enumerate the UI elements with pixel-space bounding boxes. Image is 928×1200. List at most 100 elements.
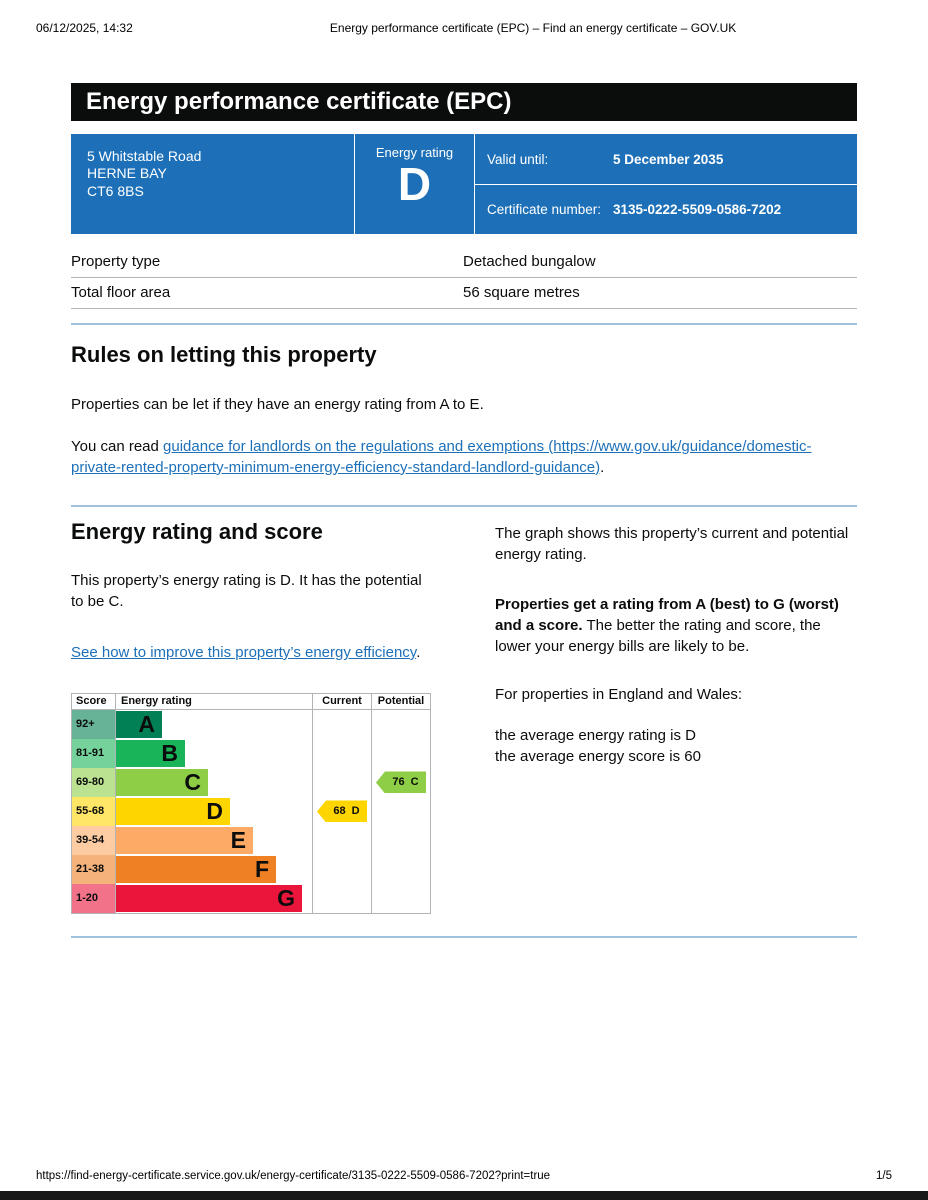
band-score-range: 55-68 bbox=[72, 796, 116, 826]
band-bar-area: G bbox=[116, 884, 312, 913]
current-column-cell bbox=[312, 767, 371, 797]
potential-column-cell bbox=[371, 883, 430, 913]
band-score-range: 81-91 bbox=[72, 738, 116, 768]
rating-band-row-b: 81-91 B bbox=[72, 738, 430, 768]
band-bar: C bbox=[116, 768, 208, 796]
band-letter: B bbox=[161, 739, 178, 766]
potential-column-cell bbox=[371, 825, 430, 855]
energy-rating-box: Energy rating D bbox=[355, 134, 475, 235]
band-letter: C bbox=[184, 768, 201, 795]
address-line-3: CT6 8BS bbox=[87, 182, 144, 199]
band-score-range: 92+ bbox=[72, 709, 116, 739]
rating-band-row-e: 39-54 E bbox=[72, 825, 430, 855]
epc-rating-chart: Score Energy rating Current Potential 92… bbox=[71, 692, 431, 914]
property-details-table: Property type Detached bungalow Total fl… bbox=[71, 247, 857, 310]
average-rating-line: the average energy rating is D bbox=[495, 726, 696, 744]
floor-area-value: 56 square metres bbox=[463, 284, 580, 302]
property-type-value: Detached bungalow bbox=[463, 253, 596, 271]
window-chrome-bottom bbox=[0, 1191, 928, 1200]
section-divider bbox=[71, 504, 857, 507]
band-bar: G bbox=[116, 884, 302, 912]
band-bar-area: A bbox=[116, 710, 312, 739]
rating-band-row-f: 21-38 F bbox=[72, 854, 430, 884]
current-column-cell bbox=[312, 854, 371, 884]
valid-until-row: Valid until: 5 December 2035 bbox=[475, 134, 857, 184]
certificate-number-label: Certificate number: bbox=[487, 202, 602, 218]
section-divider bbox=[71, 323, 857, 326]
landlord-guidance-link[interactable]: guidance for landlords on the regulation… bbox=[71, 437, 812, 476]
current-column-cell bbox=[312, 709, 371, 739]
potential-column-cell bbox=[371, 796, 430, 826]
current-column-cell bbox=[312, 738, 371, 768]
band-bar: D bbox=[116, 797, 230, 825]
certificate-content: Energy performance certificate (EPC) 5 W… bbox=[71, 83, 857, 938]
band-letter: A bbox=[138, 710, 155, 737]
rating-band-row-a: 92+ A bbox=[72, 709, 430, 739]
average-score-line: the average energy score is 60 bbox=[495, 747, 701, 765]
chart-header-potential: Potential bbox=[371, 693, 430, 709]
current-column-cell bbox=[312, 825, 371, 855]
improve-suffix: . bbox=[416, 643, 421, 661]
region-paragraph: For properties in England and Wales: bbox=[495, 685, 743, 703]
potential-score: 76 bbox=[392, 776, 405, 789]
print-header: 06/12/2025, 14:32 Energy performance cer… bbox=[36, 21, 892, 37]
chart-header-score: Score bbox=[72, 693, 116, 709]
band-letter: D bbox=[206, 797, 223, 824]
certificate-number-row: Certificate number: 3135-0222-5509-0586-… bbox=[475, 183, 857, 235]
band-bar-area: D bbox=[116, 797, 312, 826]
letting-guidance-paragraph: You can read guidance for landlords on t… bbox=[71, 436, 857, 478]
rating-intro-paragraph: This property’s energy rating is D. It h… bbox=[71, 571, 422, 610]
improve-paragraph: See how to improve this property’s energ… bbox=[71, 642, 431, 663]
band-bar: E bbox=[116, 826, 253, 854]
band-score-range: 21-38 bbox=[72, 854, 116, 884]
current-column-cell: 68 D bbox=[312, 796, 371, 826]
valid-until-value: 5 December 2035 bbox=[613, 151, 724, 167]
current-column-cell bbox=[312, 883, 371, 913]
table-row-floor-area: Total floor area 56 square metres bbox=[71, 278, 857, 310]
energy-rating-section: Energy rating and score This property’s … bbox=[71, 519, 857, 914]
print-timestamp: 06/12/2025, 14:32 bbox=[36, 21, 133, 35]
current-band: D bbox=[351, 805, 360, 818]
property-address: 5 Whitstable Road HERNE BAY CT6 8BS bbox=[71, 134, 355, 235]
band-score-range: 39-54 bbox=[72, 825, 116, 855]
address-line-1: 5 Whitstable Road bbox=[87, 148, 202, 165]
improve-efficiency-link[interactable]: See how to improve this property’s energ… bbox=[71, 643, 417, 661]
potential-column-cell bbox=[371, 738, 430, 768]
letting-rules-heading: Rules on letting this property bbox=[71, 342, 377, 368]
page-title: Energy performance certificate (EPC) bbox=[86, 88, 512, 115]
table-row-property-type: Property type Detached bungalow bbox=[71, 247, 857, 279]
certificate-banner: Energy performance certificate (EPC) bbox=[71, 83, 857, 122]
averages-paragraph: the average energy rating is D the averag… bbox=[495, 725, 855, 767]
rating-explanation-bold: Properties get a rating from A (best) to… bbox=[495, 595, 839, 634]
summary-panel: 5 Whitstable Road HERNE BAY CT6 8BS Ener… bbox=[71, 134, 857, 235]
band-bar-area: E bbox=[116, 826, 312, 855]
section-divider bbox=[71, 935, 857, 938]
potential-column-cell bbox=[371, 854, 430, 884]
print-doc-title: Energy performance certificate (EPC) – F… bbox=[329, 21, 737, 35]
band-bar: A bbox=[116, 710, 162, 738]
rating-band-row-d: 55-68 D 68 D bbox=[72, 796, 430, 826]
rating-right-column: The graph shows this property’s current … bbox=[495, 519, 855, 914]
chart-header-rating: Energy rating bbox=[121, 695, 192, 708]
print-footer-url: https://find-energy-certificate.service.… bbox=[36, 1170, 551, 1182]
potential-column-cell: 76 C bbox=[371, 767, 430, 797]
letting-rules-section: Rules on letting this property Propertie… bbox=[71, 342, 857, 477]
current-rating-marker: 68 D bbox=[317, 800, 367, 823]
potential-column-cell bbox=[371, 709, 430, 739]
certificate-number-value: 3135-0222-5509-0586-7202 bbox=[613, 202, 782, 218]
band-bar-area: B bbox=[116, 739, 312, 768]
band-letter: E bbox=[230, 826, 246, 853]
guidance-text-suffix: . bbox=[600, 458, 605, 476]
band-bar: B bbox=[116, 739, 185, 767]
rating-band-row-g: 1-20 G bbox=[72, 883, 430, 913]
energy-rating-heading: Energy rating and score bbox=[71, 518, 323, 544]
chart-header-current: Current bbox=[312, 693, 371, 709]
current-score: 68 bbox=[333, 805, 346, 818]
certificate-meta: Valid until: 5 December 2035 Certificate… bbox=[475, 134, 857, 234]
energy-rating-value: D bbox=[397, 158, 432, 211]
print-page-number: 1/5 bbox=[876, 1170, 892, 1182]
rating-left-column: Energy rating and score This property’s … bbox=[71, 519, 431, 914]
property-type-label: Property type bbox=[71, 253, 161, 271]
letting-rules-paragraph: Properties can be let if they have an en… bbox=[71, 395, 484, 413]
